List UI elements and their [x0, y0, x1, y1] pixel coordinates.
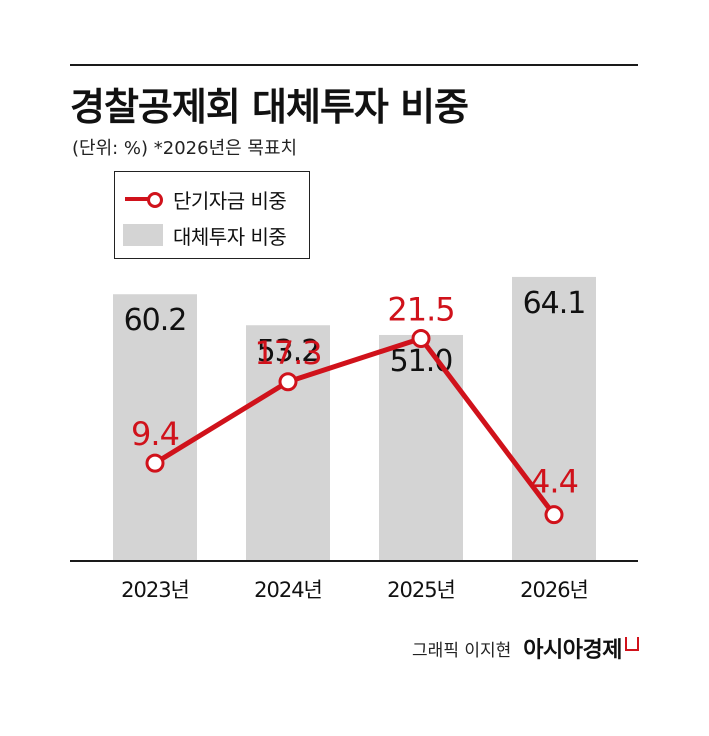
line-point	[278, 372, 298, 392]
line-value-label: 21.5	[387, 290, 454, 328]
brand-mark-icon	[625, 637, 639, 651]
brand-logo: 아시아경제	[523, 638, 622, 663]
line-series-path	[152, 335, 557, 518]
bar-2023년	[113, 294, 197, 561]
x-tick-label: 2023년	[121, 578, 189, 602]
line-value-label: 9.4	[131, 415, 179, 453]
bars-layer: 60.2 53.2 51.0 64.1	[113, 276, 596, 561]
credit-byline: 그래픽 이지현	[412, 640, 512, 661]
bar-value-label: 60.2	[124, 303, 187, 338]
line-point	[411, 328, 431, 348]
x-tick-label: 2024년	[254, 578, 322, 602]
legend-line-label: 단기자금 비중	[173, 188, 287, 213]
x-tick-labels: 2023년 2024년 2025년 2026년	[121, 578, 589, 602]
legend: 단기자금 비중 대체투자 비중	[114, 171, 310, 259]
bar-value-label: 53.2	[257, 334, 320, 369]
top-rule	[70, 64, 638, 66]
line-layer: 9.4 17.3 21.5 4.4	[131, 290, 579, 525]
chart-title: 경찰공제회 대체투자 비중	[70, 85, 469, 129]
line-value-label: 4.4	[530, 463, 578, 501]
bar-2024년	[246, 325, 330, 561]
line-point	[145, 453, 165, 473]
legend-bar-label: 대체투자 비중	[173, 224, 287, 249]
line-point	[544, 505, 564, 525]
legend-item-bar: 대체투자 비중	[123, 220, 287, 250]
line-value-label: 17.3	[254, 334, 321, 372]
credit: 그래픽 이지현 아시아경제	[412, 632, 639, 664]
bar-value-label: 51.0	[390, 344, 453, 379]
legend-bar-swatch	[123, 224, 163, 246]
bar-value-label: 64.1	[523, 286, 586, 321]
x-tick-label: 2026년	[520, 578, 588, 602]
x-tick-label: 2025년	[387, 578, 455, 602]
legend-line-marker	[123, 191, 165, 208]
legend-item-line: 단기자금 비중	[123, 184, 287, 214]
chart-subtitle: (단위: %) *2026년은 목표치	[72, 138, 298, 159]
